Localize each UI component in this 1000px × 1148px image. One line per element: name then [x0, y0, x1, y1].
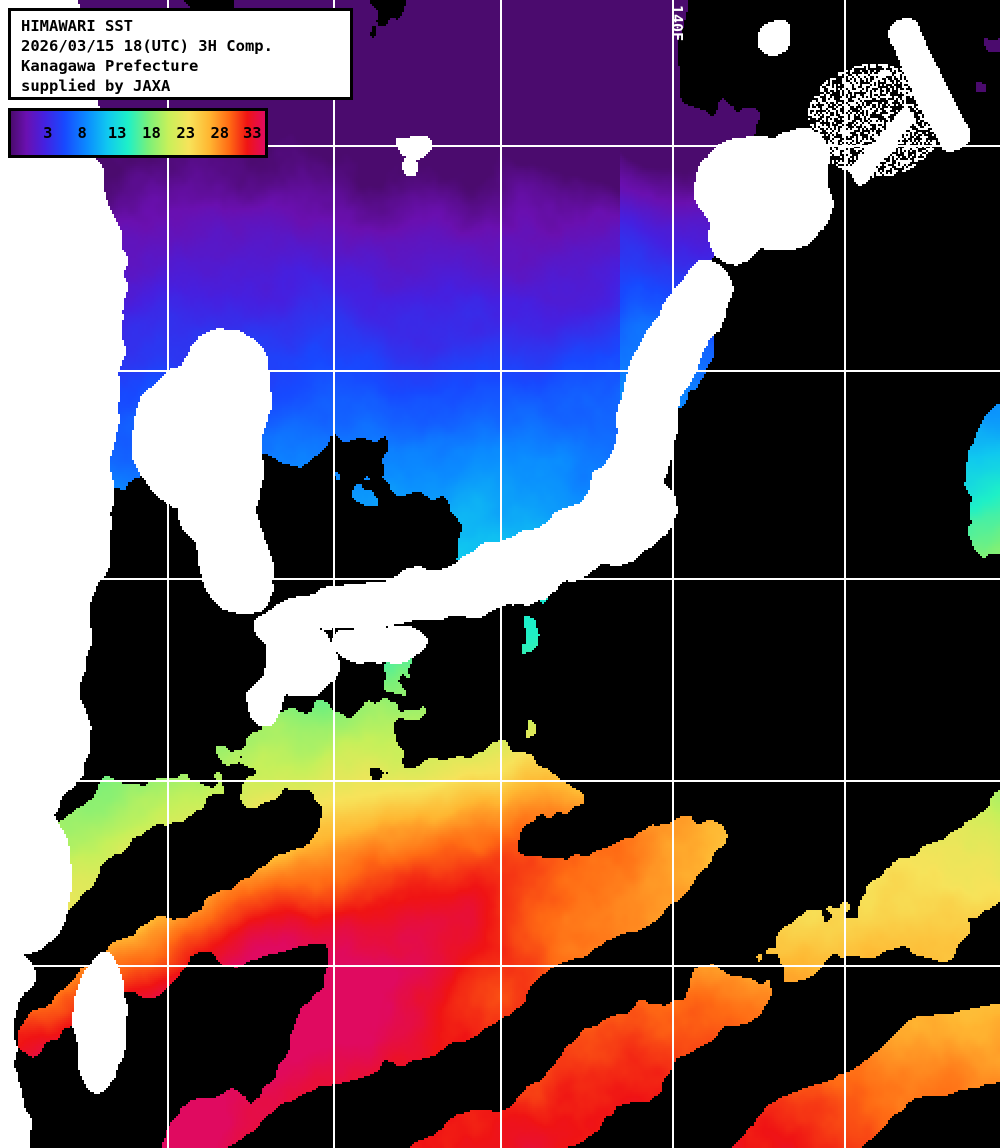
colorbar-tick-8: 8 [77, 124, 87, 142]
title-line-4: supplied by JAXA [21, 77, 171, 95]
colorbar-tick-labels: 3 8 13 18 23 28 33 [11, 111, 265, 155]
title-line-2: 2026/03/15 18(UTC) 3H Comp. [21, 37, 273, 55]
title-line-3: Kanagawa Prefecture [21, 57, 199, 75]
colorbar-tick-3: 3 [43, 124, 53, 142]
sst-colorbar: 3 8 13 18 23 28 33 [8, 108, 268, 158]
title-line-1: HIMAWARI SST [21, 17, 133, 35]
colorbar-tick-33: 33 [242, 124, 262, 142]
colorbar-gradient [11, 111, 265, 155]
colorbar-tick-13: 13 [107, 124, 127, 142]
title-legend-box: HIMAWARI SST 2026/03/15 18(UTC) 3H Comp.… [8, 8, 353, 100]
colorbar-tick-28: 28 [210, 124, 230, 142]
colorbar-tick-18: 18 [142, 124, 161, 142]
colorbar-tick-23: 23 [176, 124, 196, 142]
